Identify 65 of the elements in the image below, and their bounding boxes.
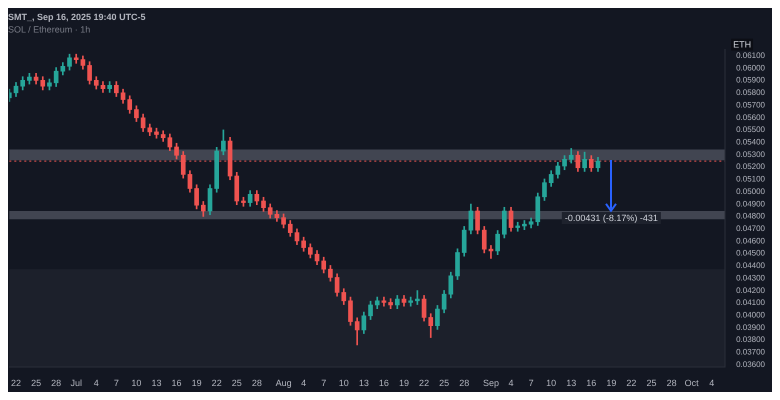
x-tick-label: 16: [172, 378, 182, 388]
x-tick-label: 22: [419, 378, 430, 388]
y-tick-label: 0.04500: [736, 248, 766, 258]
x-tick-label: 7: [321, 378, 326, 388]
x-tick-label: 19: [192, 378, 202, 388]
y-tick-label: 0.05000: [736, 186, 766, 196]
y-tick-label: 0.05600: [736, 112, 766, 122]
x-tick-label: 25: [646, 378, 657, 388]
annotation: -0.00431 (-8.17%) -431: [564, 212, 658, 223]
y-tick-label: 0.03900: [736, 322, 766, 332]
y-tick-label: 0.04900: [736, 199, 766, 208]
y-tick-label: 0.03600: [736, 360, 766, 369]
x-tick-label: 13: [566, 378, 576, 388]
x-tick-label: 7: [528, 378, 534, 388]
x-tick-label: 7: [114, 378, 119, 388]
y-tick-label: 0.04300: [736, 273, 766, 282]
y-tick-label: 0.06100: [736, 50, 766, 60]
x-tick-label: Jul: [70, 378, 82, 388]
x-tick-label: 13: [151, 378, 162, 388]
x-tick-label: 28: [459, 378, 470, 388]
x-tick-label: 4: [301, 378, 306, 388]
y-tick-label: 0.04200: [736, 286, 766, 295]
y-tick-label: 0.05300: [736, 150, 766, 159]
x-tick-label: 4: [508, 378, 514, 388]
x-tick-label: 4: [709, 378, 714, 388]
x-tick-label: Aug: [276, 378, 292, 388]
chart-subtitle: SOL / Ethereum · 1h: [8, 24, 90, 35]
chart-title: SMT_, Sep 16, 2025 19:40 UTC-5: [8, 12, 146, 22]
y-tick-label: 0.03800: [736, 335, 766, 344]
y-tick-label: 0.04700: [736, 224, 766, 233]
x-tick-label: 10: [546, 378, 556, 388]
y-tick-label: 0.05200: [736, 162, 766, 172]
x-tick-label: 19: [398, 378, 409, 388]
x-tick-label: 19: [606, 378, 616, 388]
y-axis-title: ETH: [733, 40, 752, 50]
x-tick-label: 10: [131, 378, 142, 388]
y-tick-label: 0.05700: [736, 100, 766, 110]
y-tick-label: 0.04100: [736, 298, 766, 308]
y-tick-label: 0.05100: [736, 174, 766, 184]
y-tick-label: 0.06000: [736, 63, 766, 72]
x-tick-label: 16: [586, 378, 596, 388]
x-tick-label: Oct: [684, 378, 700, 388]
x-tick-label: 13: [358, 378, 369, 388]
x-tick-label: 25: [31, 378, 42, 388]
x-tick-label: 22: [212, 378, 222, 388]
x-tick-label: 25: [439, 378, 450, 388]
x-tick-label: 16: [378, 378, 389, 388]
y-tick-label: 0.04000: [736, 310, 766, 320]
x-tick-label: Sep: [482, 378, 499, 388]
y-tick-label: 0.04800: [736, 212, 766, 221]
y-tick-label: 0.05500: [736, 125, 766, 134]
y-tick-label: 0.05400: [736, 137, 766, 146]
y-tick-label: 0.03700: [736, 348, 766, 357]
x-tick-label: 22: [626, 378, 636, 388]
y-tick-label: 0.05800: [736, 88, 766, 98]
x-tick-label: 4: [94, 378, 99, 388]
x-tick-label: 25: [232, 378, 242, 388]
y-tick-label: 0.04400: [736, 261, 766, 270]
x-tick-label: 10: [338, 378, 349, 388]
y-tick-label: 0.05900: [736, 76, 766, 85]
y-tick-label: 0.04600: [736, 236, 766, 246]
x-tick-label: 28: [666, 378, 677, 388]
x-tick-label: 28: [252, 378, 262, 388]
x-tick-label: 22: [11, 378, 22, 388]
x-tick-label: 28: [51, 378, 62, 388]
